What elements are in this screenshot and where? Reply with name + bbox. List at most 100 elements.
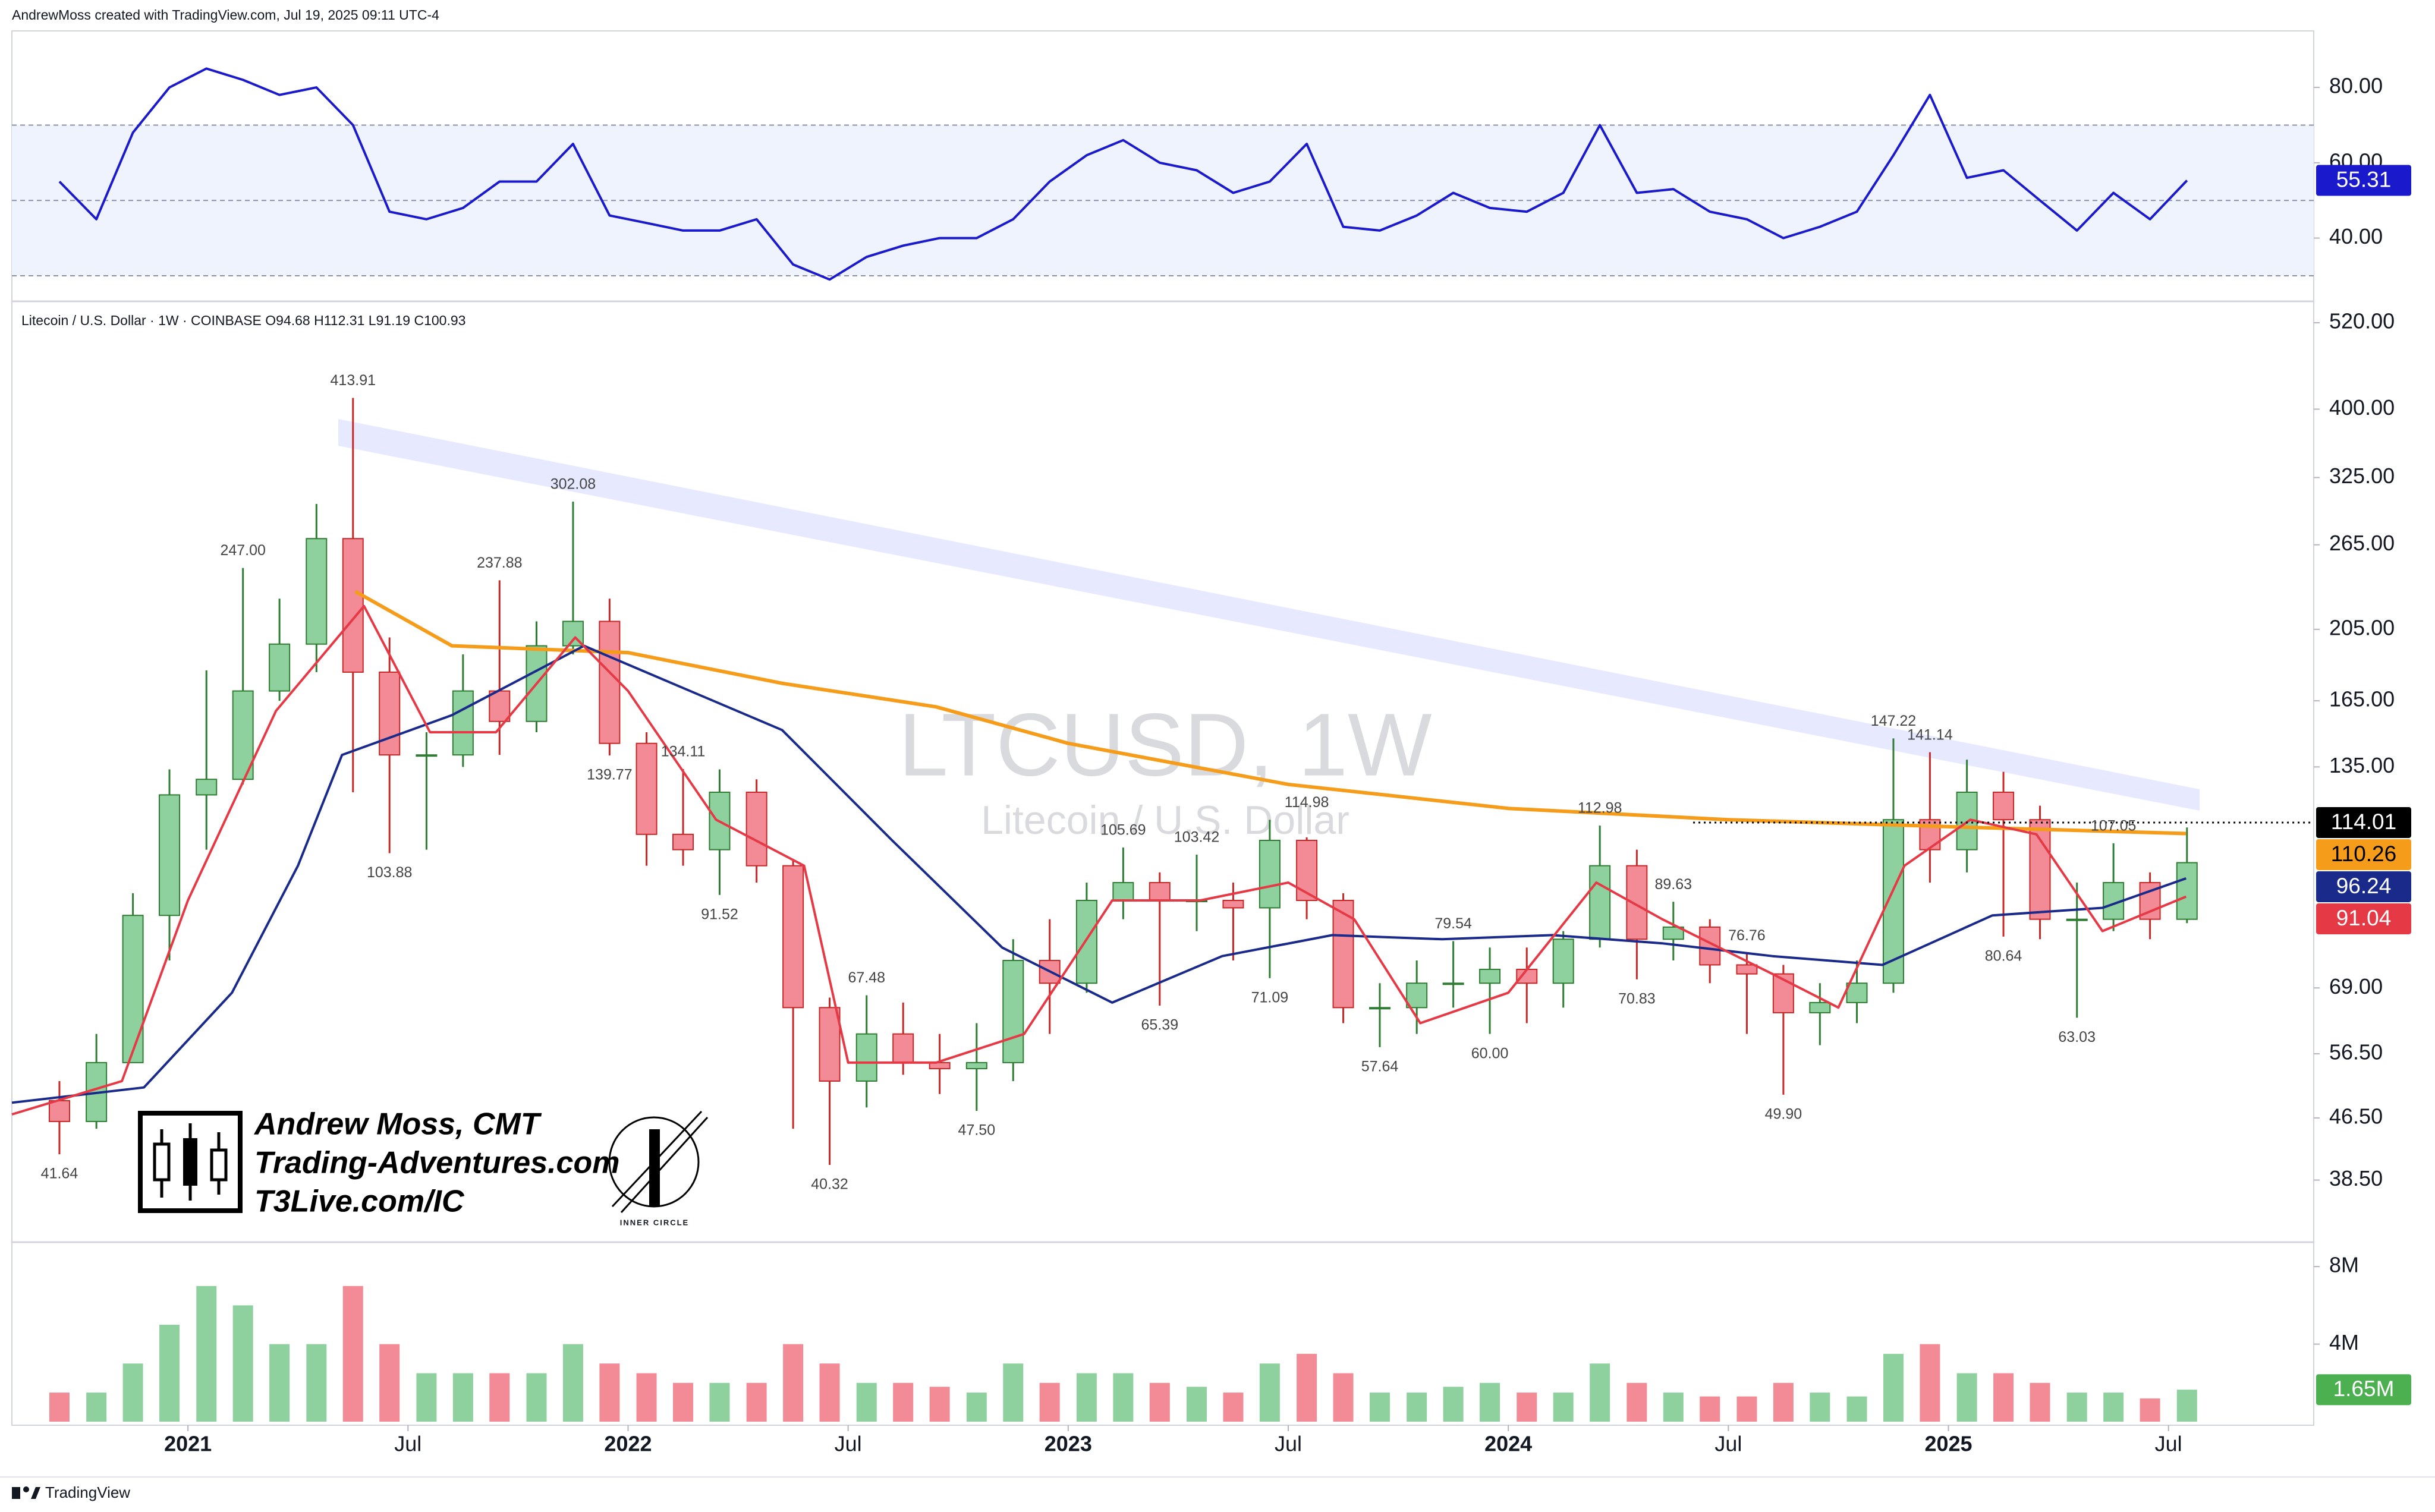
badge-logo bbox=[608, 1110, 709, 1214]
logo-candle bbox=[183, 1138, 197, 1186]
volume-bar bbox=[1369, 1393, 1390, 1422]
high-label: 67.48 bbox=[848, 969, 885, 986]
value-label-box bbox=[2316, 839, 2411, 870]
candle-body bbox=[1993, 791, 2015, 821]
footer-text: TradingView bbox=[45, 1483, 130, 1501]
volume-value-label: 1.65M bbox=[2333, 1376, 2395, 1401]
y-tick-label: 8M bbox=[2329, 1253, 2359, 1277]
high-label: 103.42 bbox=[1174, 829, 1219, 846]
value-label-box bbox=[2316, 903, 2411, 934]
volume-bar bbox=[1259, 1363, 1280, 1422]
volume-bar bbox=[1333, 1373, 1354, 1422]
high-label: 302.08 bbox=[550, 476, 596, 493]
candle-body bbox=[489, 690, 511, 722]
volume-bar bbox=[819, 1363, 840, 1422]
candle-body bbox=[855, 1033, 877, 1082]
candle-body bbox=[1552, 938, 1574, 984]
candle-body bbox=[269, 643, 291, 692]
x-tick-label: Jul bbox=[394, 1432, 421, 1456]
badge-stroke bbox=[620, 1116, 709, 1214]
footer-logo-mark bbox=[12, 1487, 20, 1499]
candle-body bbox=[48, 1100, 70, 1122]
volume-bar bbox=[159, 1324, 180, 1422]
volume-bar bbox=[379, 1344, 400, 1422]
volume-bar bbox=[599, 1363, 620, 1422]
low-label: 63.03 bbox=[2058, 1029, 2096, 1045]
volume-bar bbox=[966, 1393, 987, 1422]
low-label: 65.39 bbox=[1141, 1017, 1179, 1034]
candle-body bbox=[159, 794, 181, 916]
x-tick-label: Jul bbox=[1714, 1432, 1742, 1456]
volume-bar bbox=[673, 1382, 694, 1422]
low-label: 40.32 bbox=[811, 1176, 848, 1193]
y-tick-label: 265.00 bbox=[2329, 531, 2395, 555]
candle-body bbox=[452, 690, 474, 756]
volume-bar bbox=[562, 1344, 583, 1422]
value-label-box bbox=[2316, 807, 2411, 838]
brand-name: Andrew Moss, CMT bbox=[253, 1107, 542, 1142]
candle-body bbox=[636, 742, 657, 835]
watermark: LTCUSD, 1W bbox=[898, 695, 1432, 795]
candle-body bbox=[196, 779, 218, 796]
candle-body bbox=[819, 1007, 841, 1082]
volume-bar bbox=[1076, 1373, 1097, 1422]
high-label: 237.88 bbox=[477, 555, 522, 571]
candle-body bbox=[342, 538, 364, 673]
volume-bar bbox=[929, 1387, 950, 1422]
value-label-box bbox=[2316, 165, 2411, 196]
moving-average bbox=[11, 644, 2187, 1104]
low-label: 80.64 bbox=[1985, 947, 2022, 964]
y-tick-label: 80.00 bbox=[2329, 74, 2383, 98]
candle-body bbox=[1368, 1007, 1390, 1010]
volume-bar bbox=[1039, 1382, 1060, 1422]
header-text: AndrewMoss created with TradingView.com,… bbox=[12, 7, 439, 23]
volume-bar bbox=[1773, 1382, 1794, 1422]
candle-body bbox=[965, 1061, 987, 1070]
low-label: 71.09 bbox=[1251, 989, 1289, 1006]
candle-body bbox=[1332, 900, 1354, 1009]
volume-bar bbox=[1407, 1393, 1427, 1422]
logo-candle bbox=[210, 1148, 228, 1182]
volume-bar bbox=[2140, 1398, 2160, 1422]
volume-bar bbox=[1590, 1363, 1610, 1422]
volume-bar bbox=[86, 1393, 107, 1422]
value-label-box bbox=[2316, 1374, 2411, 1406]
candle-body bbox=[672, 833, 694, 850]
rsi-line bbox=[58, 67, 2188, 281]
candle-body bbox=[1736, 964, 1758, 975]
high-label: 107.05 bbox=[2091, 817, 2136, 834]
high-label: 147.22 bbox=[1871, 713, 1916, 729]
volume-bar bbox=[893, 1382, 914, 1422]
candle-body bbox=[2066, 918, 2088, 921]
moving-average bbox=[11, 604, 2187, 1116]
y-tick-label: 69.00 bbox=[2329, 974, 2383, 998]
candle-body bbox=[782, 865, 804, 1009]
brand-site: Trading-Adventures.com bbox=[254, 1146, 619, 1180]
volume-bar bbox=[1553, 1393, 1574, 1422]
volume-bar bbox=[1846, 1396, 1867, 1422]
volume-bar bbox=[2103, 1393, 2124, 1422]
y-tick-label: 4M bbox=[2329, 1330, 2359, 1354]
candle-body bbox=[306, 538, 328, 645]
volume-bar bbox=[1480, 1382, 1500, 1422]
low-label: 47.50 bbox=[958, 1122, 996, 1139]
volume-bar bbox=[783, 1344, 804, 1422]
volume-bar bbox=[122, 1363, 143, 1422]
volume-bar bbox=[489, 1373, 510, 1422]
candle-body bbox=[1296, 839, 1318, 902]
candle-body bbox=[1442, 982, 1464, 985]
candle-body bbox=[1589, 865, 1611, 940]
candle-body bbox=[599, 620, 621, 744]
high-label: 247.00 bbox=[220, 542, 265, 559]
candle-body bbox=[1259, 839, 1281, 909]
volume-bar bbox=[2066, 1393, 2087, 1422]
candle-body bbox=[416, 754, 438, 757]
value-label-box bbox=[2316, 871, 2411, 902]
y-tick-label: 46.50 bbox=[2329, 1104, 2383, 1128]
volume-bar bbox=[2030, 1382, 2050, 1422]
symbol-legend: Litecoin / U.S. Dollar · 1W · COINBASE O… bbox=[21, 313, 465, 328]
x-tick-label: 2025 bbox=[1924, 1432, 1972, 1456]
ma-value-label: 110.26 bbox=[2331, 842, 2396, 866]
x-tick-label: Jul bbox=[1275, 1432, 1302, 1456]
candle-body bbox=[1149, 882, 1171, 902]
